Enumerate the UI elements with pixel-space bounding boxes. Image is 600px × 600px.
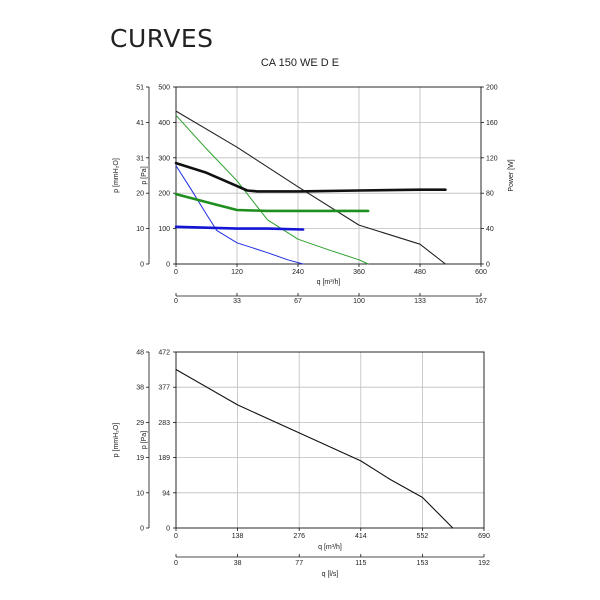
x2-tick-label: 0 (174, 298, 178, 305)
y-outer-tick-label: 48 (136, 350, 144, 357)
x2-tick-label: 0 (174, 560, 178, 567)
x-tick-label: 360 (353, 269, 365, 276)
x-axis-label: q [m³/h] (317, 279, 341, 286)
y-outer-tick-label: 29 (136, 420, 144, 427)
y-outer-tick-label: 51 (136, 85, 144, 92)
x2-tick-label: 115 (355, 560, 366, 567)
y-tick-label: 500 (158, 85, 170, 92)
plot-frame (175, 351, 485, 529)
pressure-curve-3 (175, 165, 304, 265)
pressure-curve-1 (175, 110, 446, 265)
y2-tick-label: 0 (486, 262, 490, 269)
y-tick-label: 283 (158, 420, 170, 427)
y-tick-label: 0 (166, 526, 170, 533)
x2-tick-label: 67 (294, 298, 302, 305)
pressure-curve-1 (175, 368, 454, 529)
y-axis-label: p [Pa] (141, 431, 148, 449)
x2-tick-label: 133 (414, 298, 426, 305)
y-tick-label: 94 (162, 490, 170, 497)
x-tick-label: 414 (355, 533, 367, 540)
x2-tick-label: 153 (417, 560, 429, 567)
y-outer-tick-label: 0 (140, 526, 144, 533)
y-tick-label: 0 (166, 262, 170, 269)
x2-axis-label: q [l/s] (322, 571, 339, 578)
plot-frame (175, 86, 482, 265)
x-tick-label: 138 (232, 533, 244, 540)
y2-tick-label: 160 (486, 120, 498, 127)
x-axis-label: q [m³/h] (318, 544, 342, 551)
y-tick-label: 100 (158, 226, 170, 233)
y-outer-tick-label: 31 (136, 155, 144, 162)
power-curve-5 (174, 192, 370, 213)
y2-tick-label: 40 (486, 226, 494, 233)
y-tick-label: 472 (158, 350, 170, 357)
x-tick-label: 690 (478, 533, 490, 540)
x-tick-label: 600 (475, 269, 487, 276)
x-tick-label: 552 (417, 533, 429, 540)
x-tick-label: 276 (293, 533, 305, 540)
y-outer-tick-label: 19 (136, 455, 144, 462)
x-tick-label: 120 (231, 269, 243, 276)
y-tick-label: 400 (158, 120, 170, 127)
y2-tick-label: 120 (486, 155, 498, 162)
y-tick-label: 377 (158, 385, 170, 392)
y-outer-axis-label: p [mmH₂O] (113, 158, 120, 193)
y-tick-label: 200 (158, 191, 170, 198)
y-tick-label: 300 (158, 155, 170, 162)
x2-tick-label: 38 (234, 560, 242, 567)
x-tick-label: 0 (174, 269, 178, 276)
y-outer-tick-label: 0 (140, 262, 144, 269)
power-curve-4 (174, 161, 447, 193)
y-outer-tick-label: 20 (136, 191, 144, 198)
y-outer-tick-label: 38 (136, 385, 144, 392)
x2-tick-label: 33 (233, 298, 241, 305)
x-tick-label: 240 (292, 269, 304, 276)
y-axis-label: p [Pa] (141, 166, 148, 184)
x2-tick-label: 77 (295, 560, 303, 567)
y-outer-tick-label: 10 (136, 226, 144, 233)
page-heading: CURVES (110, 24, 214, 53)
y-outer-tick-label: 41 (136, 120, 144, 127)
y-outer-axis-label: p [mmH₂O] (113, 423, 120, 458)
y-outer-tick-label: 10 (136, 490, 144, 497)
x2-tick-label: 192 (478, 560, 490, 567)
y2-tick-label: 200 (486, 85, 498, 92)
x-tick-label: 480 (414, 269, 426, 276)
power-curve-6 (174, 225, 305, 231)
chart-title: CA 150 WE D E (260, 57, 340, 69)
x2-tick-label: 167 (475, 298, 487, 305)
y2-tick-label: 80 (486, 191, 494, 198)
x2-tick-label: 100 (353, 298, 365, 305)
y-tick-label: 189 (158, 455, 170, 462)
y2-axis-label: Power [W] (508, 159, 515, 191)
x-tick-label: 0 (174, 533, 178, 540)
